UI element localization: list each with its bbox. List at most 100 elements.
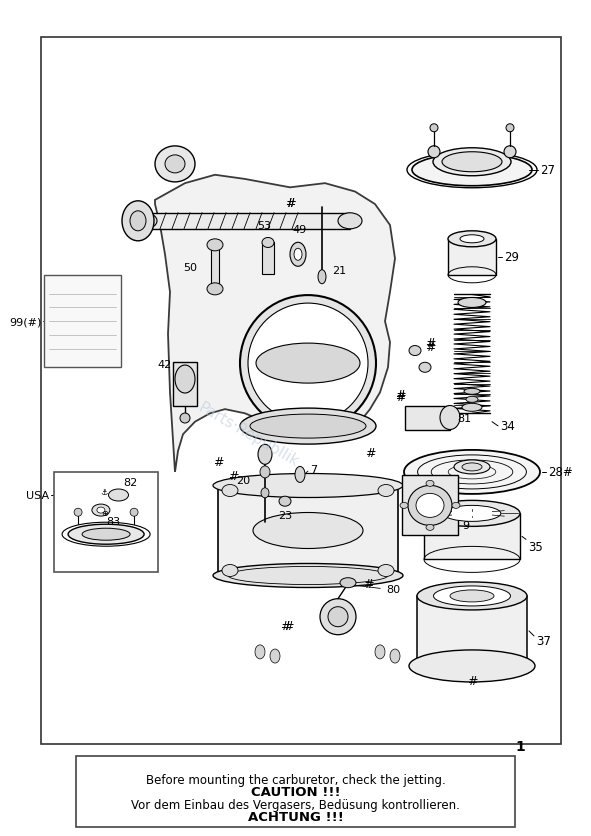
Ellipse shape: [454, 461, 490, 474]
Ellipse shape: [430, 125, 438, 133]
Ellipse shape: [433, 149, 511, 176]
Text: #: #: [425, 336, 435, 349]
Ellipse shape: [448, 232, 496, 247]
Text: 27: 27: [540, 164, 555, 177]
Text: #: #: [280, 619, 290, 632]
Ellipse shape: [262, 238, 274, 248]
Text: 21: 21: [332, 265, 346, 275]
Ellipse shape: [248, 303, 368, 424]
Ellipse shape: [295, 466, 305, 483]
Ellipse shape: [408, 486, 452, 526]
Ellipse shape: [180, 414, 190, 424]
Text: Vor dem Einbau des Vergasers, Bedüsung kontrollieren.: Vor dem Einbau des Vergasers, Bedüsung k…: [131, 798, 460, 811]
Ellipse shape: [165, 155, 185, 174]
Bar: [405, 406, 450, 430]
Ellipse shape: [222, 485, 238, 497]
Ellipse shape: [424, 501, 520, 527]
Text: 29: 29: [504, 251, 519, 264]
Ellipse shape: [400, 502, 408, 509]
Ellipse shape: [464, 389, 480, 395]
Ellipse shape: [404, 451, 540, 494]
Ellipse shape: [109, 489, 128, 502]
Ellipse shape: [390, 650, 400, 663]
Ellipse shape: [458, 298, 486, 308]
Ellipse shape: [122, 201, 154, 242]
Ellipse shape: [462, 463, 482, 472]
Ellipse shape: [256, 344, 360, 384]
Text: 9: 9: [462, 521, 469, 531]
Ellipse shape: [255, 645, 265, 659]
Text: #: #: [213, 455, 223, 468]
Text: #: #: [365, 446, 375, 460]
Bar: [41, 38, 561, 744]
Text: 50: 50: [183, 263, 197, 273]
Polygon shape: [155, 176, 395, 472]
Bar: [211, 246, 219, 289]
Ellipse shape: [440, 406, 460, 430]
Ellipse shape: [417, 652, 527, 681]
Bar: [173, 363, 197, 406]
Ellipse shape: [294, 249, 302, 261]
Text: #: #: [285, 196, 296, 210]
Ellipse shape: [253, 512, 363, 549]
Ellipse shape: [207, 240, 223, 252]
Ellipse shape: [434, 586, 511, 606]
Ellipse shape: [82, 528, 130, 541]
Text: 34: 34: [500, 420, 515, 433]
Ellipse shape: [290, 243, 306, 267]
Bar: [424, 514, 520, 560]
Text: 53: 53: [257, 222, 271, 232]
Bar: [448, 239, 496, 276]
Bar: [417, 596, 527, 666]
Ellipse shape: [416, 494, 444, 517]
Ellipse shape: [130, 212, 146, 232]
Ellipse shape: [260, 466, 270, 478]
Ellipse shape: [452, 502, 460, 509]
Bar: [54, 472, 158, 573]
Text: Parts·Republlik: Parts·Republlik: [195, 400, 301, 470]
Text: 42: 42: [158, 359, 172, 370]
Ellipse shape: [466, 397, 478, 403]
Text: 28#: 28#: [548, 466, 573, 479]
Text: 20: 20: [236, 476, 250, 486]
Text: Before mounting the carburetor, check the jetting.: Before mounting the carburetor, check th…: [145, 772, 446, 786]
Ellipse shape: [222, 565, 238, 577]
Ellipse shape: [261, 488, 269, 498]
Text: 23: 23: [278, 511, 292, 521]
Ellipse shape: [270, 650, 280, 663]
Ellipse shape: [97, 507, 105, 513]
Ellipse shape: [175, 365, 195, 394]
Ellipse shape: [155, 146, 195, 183]
Ellipse shape: [375, 645, 385, 659]
Ellipse shape: [92, 504, 110, 517]
Text: #: #: [363, 578, 374, 590]
Text: ⊕: ⊕: [102, 508, 108, 517]
Ellipse shape: [426, 525, 434, 531]
Ellipse shape: [258, 445, 272, 465]
Text: USA: USA: [26, 491, 50, 501]
Ellipse shape: [506, 125, 514, 133]
Ellipse shape: [428, 146, 440, 159]
Ellipse shape: [460, 236, 484, 243]
Text: ACHTUNG !!!: ACHTUNG !!!: [248, 810, 343, 823]
Ellipse shape: [74, 508, 82, 517]
Text: #: #: [285, 196, 296, 210]
Ellipse shape: [426, 481, 434, 487]
Text: #: #: [425, 340, 435, 354]
Ellipse shape: [462, 404, 482, 412]
Text: #: #: [395, 388, 405, 401]
Ellipse shape: [378, 565, 394, 577]
Ellipse shape: [213, 563, 403, 588]
Ellipse shape: [409, 650, 535, 682]
Bar: [218, 486, 398, 576]
Ellipse shape: [207, 283, 223, 295]
FancyBboxPatch shape: [76, 757, 515, 827]
Ellipse shape: [133, 213, 157, 230]
Text: 35: 35: [528, 540, 543, 553]
Ellipse shape: [412, 155, 532, 186]
Text: 37: 37: [536, 635, 551, 648]
Text: #: #: [282, 619, 293, 632]
Text: 49: 49: [293, 225, 307, 235]
Text: #: #: [395, 390, 405, 404]
Text: 81: 81: [457, 413, 471, 423]
